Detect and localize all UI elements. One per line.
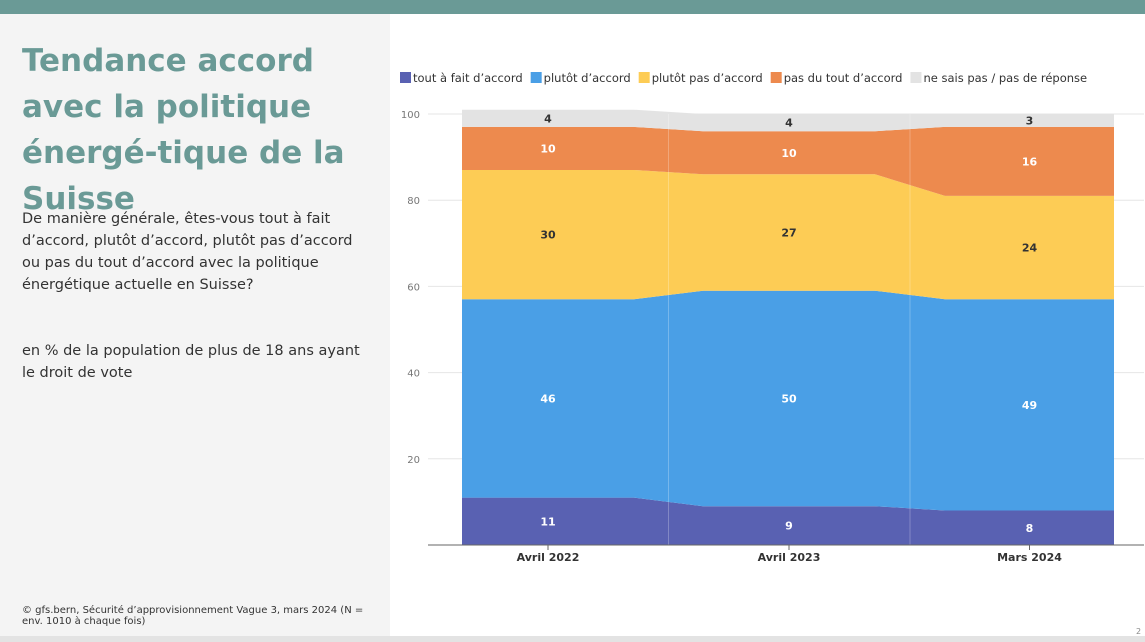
top-accent-bar — [0, 0, 1145, 14]
y-tick-label: 100 — [401, 110, 420, 121]
page-number: 2 — [1136, 627, 1142, 636]
chart-legend: tout à fait d’accord plutôt d’accord plutô… — [400, 71, 1087, 85]
x-tick-label: Mars 2024 — [997, 551, 1062, 564]
data-label: 10 — [781, 147, 797, 160]
data-label: 11 — [540, 515, 555, 528]
y-tick-label: 40 — [407, 369, 420, 380]
x-tick-label: Avril 2022 — [517, 551, 580, 564]
source-note: © gfs.bern, Sécurité d’approvisionnement… — [22, 605, 364, 627]
legend-swatch — [530, 72, 542, 83]
data-label: 46 — [540, 392, 556, 405]
legend-swatch — [400, 72, 411, 83]
data-label: 50 — [781, 392, 797, 405]
data-label: 27 — [781, 227, 796, 240]
legend-label: pas du tout d’accord — [784, 71, 903, 85]
y-tick-label: 80 — [407, 196, 420, 207]
data-label: 24 — [1022, 242, 1038, 255]
legend-label: tout à fait d’accord — [413, 71, 523, 85]
area-series — [462, 109, 1114, 132]
legend-swatch — [638, 72, 650, 83]
area-series — [462, 497, 1114, 545]
legend-swatch — [910, 72, 922, 83]
left-panel — [0, 14, 390, 636]
bottom-bar — [0, 636, 1145, 642]
legend-label: plutôt d’accord — [544, 71, 631, 85]
stacked-area-chart: tout à fait d’accord plutôt d’accord plutô… — [400, 71, 1144, 564]
area-series — [462, 170, 1114, 300]
survey-question: De manière générale, êtes-vous tout à fa… — [22, 211, 353, 293]
legend-item: ne sais pas / pas de réponse — [910, 71, 1087, 85]
data-label: 4 — [544, 112, 552, 125]
legend-item: pas du tout d’accord — [770, 71, 903, 85]
x-tick-label: Avril 2023 — [758, 551, 821, 564]
data-label: 10 — [540, 142, 556, 155]
legend-swatch — [770, 72, 782, 83]
legend-item: plutôt pas d’accord — [638, 71, 763, 85]
page-title: Tendance accord avec la politique énergé… — [22, 43, 345, 217]
y-tick-label: 60 — [407, 282, 420, 293]
data-label: 3 — [1026, 114, 1034, 127]
legend-item: tout à fait d’accord — [400, 71, 523, 85]
data-label: 16 — [1022, 155, 1038, 168]
data-label: 9 — [785, 520, 793, 533]
area-series — [462, 290, 1114, 511]
data-label: 49 — [1022, 399, 1037, 412]
legend-label: ne sais pas / pas de réponse — [923, 71, 1087, 85]
data-label: 4 — [785, 117, 793, 130]
legend-item: plutôt d’accord — [530, 71, 631, 85]
data-label: 8 — [1026, 522, 1034, 535]
population-note: en % de la population de plus de 18 ans … — [22, 343, 360, 381]
data-label: 30 — [540, 229, 556, 242]
area-series — [462, 126, 1114, 196]
legend-label: plutôt pas d’accord — [652, 71, 763, 85]
y-tick-label: 20 — [407, 455, 420, 466]
